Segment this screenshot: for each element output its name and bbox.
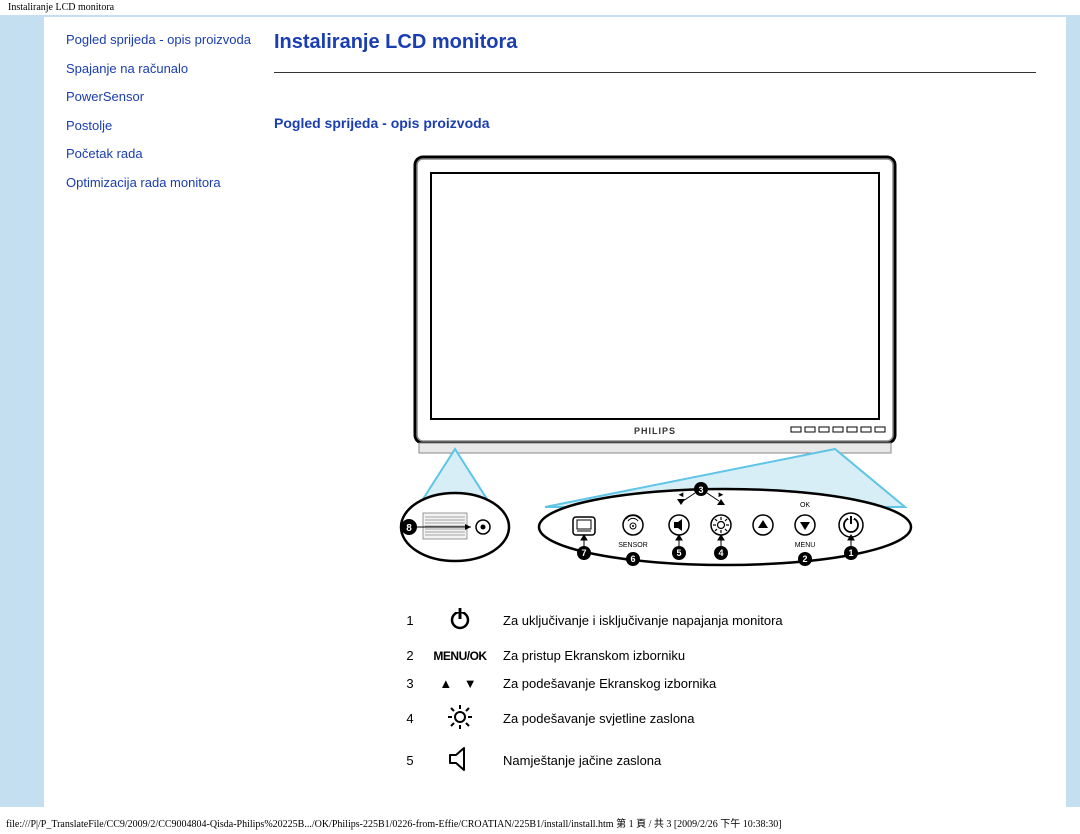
legend-num: 1 <box>395 599 425 641</box>
left-stripe <box>0 17 44 807</box>
ok-label: OK <box>800 502 810 509</box>
svg-text:4: 4 <box>718 548 723 558</box>
callout-num-8: 8 <box>406 523 412 534</box>
legend-num: 4 <box>395 697 425 739</box>
page-title: Instaliranje LCD monitora <box>274 31 1036 54</box>
sidebar-item-front-view[interactable]: Pogled sprijeda - opis proizvoda <box>66 31 252 49</box>
svg-text:6: 6 <box>630 554 635 564</box>
sidebar-item-stand[interactable]: Postolje <box>66 117 252 135</box>
legend-text: Za podešavanje Ekranskog izbornika <box>495 669 915 697</box>
monitor-diagram: PHILIPS <box>274 149 1036 569</box>
svg-text:◄: ◄ <box>677 490 685 499</box>
brightness-icon <box>425 697 495 739</box>
section-title: Pogled sprijeda - opis proizvoda <box>274 115 1036 131</box>
menu-label: MENU <box>795 542 816 549</box>
legend-text: Za pristup Ekranskom izborniku <box>495 641 915 669</box>
right-stripe <box>1066 17 1080 807</box>
legend-text: Za uključivanje i isključivanje napajanj… <box>495 599 915 641</box>
svg-text:►: ► <box>717 490 725 499</box>
svg-text:2: 2 <box>802 554 807 564</box>
sensor-label: SENSOR <box>618 542 648 549</box>
legend-text: Za podešavanje svjetline zaslona <box>495 697 915 739</box>
legend-text: Namještanje jačine zaslona <box>495 739 915 781</box>
main-content: Instaliranje LCD monitora Pogled sprijed… <box>264 17 1066 807</box>
volume-icon <box>425 739 495 781</box>
legend-row: 4 Za podešavanje svjetline zaslona <box>395 697 915 739</box>
brand-label: PHILIPS <box>634 426 676 436</box>
legend-row: 5 Namještanje jačine zaslona <box>395 739 915 781</box>
page-header-text: Instaliranje LCD monitora <box>0 0 1080 15</box>
svg-text:7: 7 <box>581 548 586 558</box>
sidebar: Pogled sprijeda - opis proizvoda Spajanj… <box>44 17 264 807</box>
arrows-icon: ▲ ▼ <box>425 669 495 697</box>
sidebar-item-getting-started[interactable]: Početak rada <box>66 145 252 163</box>
legend-num: 3 <box>395 669 425 697</box>
sidebar-item-connect[interactable]: Spajanje na računalo <box>66 60 252 78</box>
monitor-front-svg: PHILIPS <box>375 149 935 569</box>
legend-row: 2 MENU/OK Za pristup Ekranskom izborniku <box>395 641 915 669</box>
legend-table: 1 Za uključivanje i isključivanje napaja… <box>395 599 915 781</box>
svg-text:3: 3 <box>698 485 703 495</box>
legend-num: 2 <box>395 641 425 669</box>
legend-row: 1 Za uključivanje i isključivanje napaja… <box>395 599 915 641</box>
sidebar-item-powersensor[interactable]: PowerSensor <box>66 88 252 106</box>
svg-text:1: 1 <box>848 548 853 558</box>
legend-num: 5 <box>395 739 425 781</box>
page-layout: Pogled sprijeda - opis proizvoda Spajanj… <box>0 15 1080 807</box>
footer-path: file:///P|/P_TranslateFile/CC9/2009/2/CC… <box>6 815 782 830</box>
svg-text:5: 5 <box>676 548 681 558</box>
power-icon <box>425 599 495 641</box>
title-divider <box>274 72 1036 73</box>
legend-row: 3 ▲ ▼ Za podešavanje Ekranskog izbornika <box>395 669 915 697</box>
menuok-icon: MENU/OK <box>425 641 495 669</box>
sidebar-item-optimize[interactable]: Optimizacija rada monitora <box>66 174 252 192</box>
